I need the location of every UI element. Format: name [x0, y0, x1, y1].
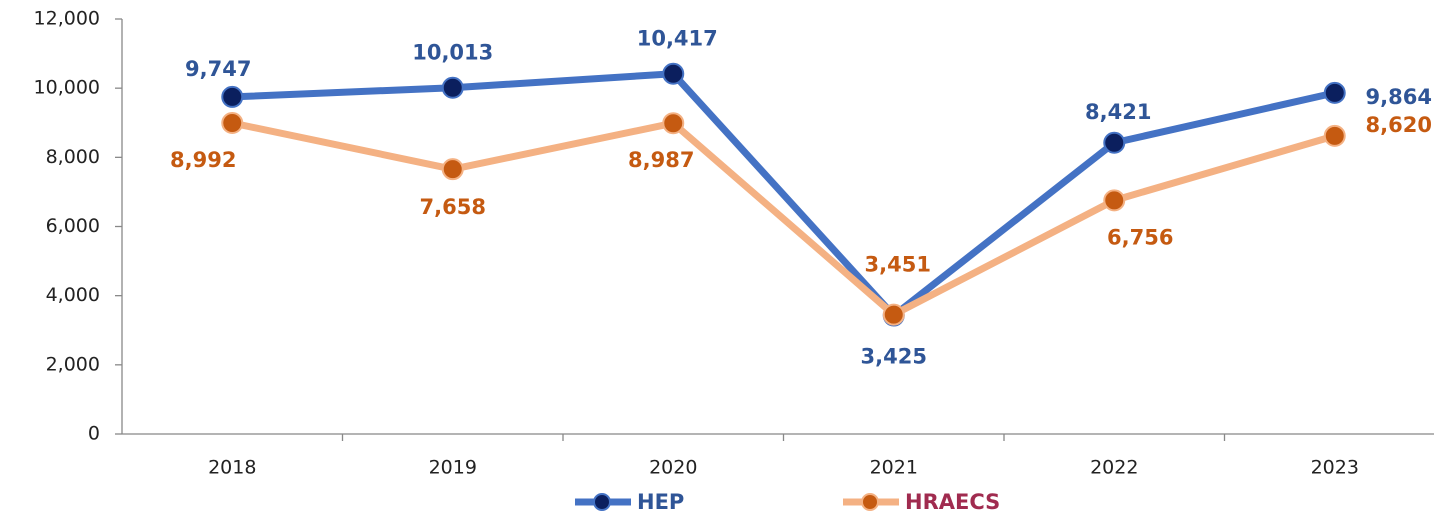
y-tick-label: 6,000: [46, 215, 100, 237]
marker: [662, 62, 685, 85]
marker: [1103, 131, 1126, 154]
marker: [882, 303, 905, 326]
legend-label: HRAECS: [905, 490, 1000, 514]
marker: [1323, 81, 1346, 104]
data-label: 9,747: [185, 57, 251, 81]
data-label: 3,425: [861, 345, 927, 369]
x-tick-label: 2020: [649, 457, 697, 479]
legend-label: HEP: [637, 490, 684, 514]
x-tick-label: 2022: [1090, 457, 1138, 479]
data-label: 6,756: [1107, 225, 1173, 249]
data-label: 3,451: [865, 253, 931, 277]
data-label: 9,864: [1366, 85, 1432, 109]
data-label: 10,013: [412, 41, 493, 65]
x-tick-label: 2019: [429, 457, 477, 479]
y-tick-label: 8,000: [46, 146, 100, 168]
data-label: 7,658: [420, 195, 486, 219]
marker: [441, 158, 464, 181]
x-tick-label: 2023: [1311, 457, 1359, 479]
data-label: 8,421: [1085, 100, 1151, 124]
y-tick-label: 0: [88, 423, 100, 445]
x-tick-label: 2021: [870, 457, 918, 479]
marker: [1103, 189, 1126, 212]
data-label: 8,992: [170, 148, 236, 172]
marker: [221, 85, 244, 108]
marker: [221, 112, 244, 135]
y-tick-label: 2,000: [46, 353, 100, 375]
marker: [662, 112, 685, 135]
y-tick-label: 4,000: [46, 284, 100, 306]
data-label: 8,987: [628, 148, 694, 172]
series-line: [232, 70, 1336, 320]
y-tick-label: 10,000: [34, 77, 100, 99]
marker: [1323, 124, 1346, 147]
series-line: [231, 119, 1336, 319]
legend-marker: [861, 493, 879, 511]
legend-marker: [593, 493, 611, 511]
data-label: 10,417: [637, 27, 718, 51]
y-tick-label: 12,000: [34, 8, 100, 30]
data-label: 8,620: [1366, 113, 1432, 137]
x-tick-label: 2018: [208, 457, 256, 479]
marker: [441, 76, 464, 99]
